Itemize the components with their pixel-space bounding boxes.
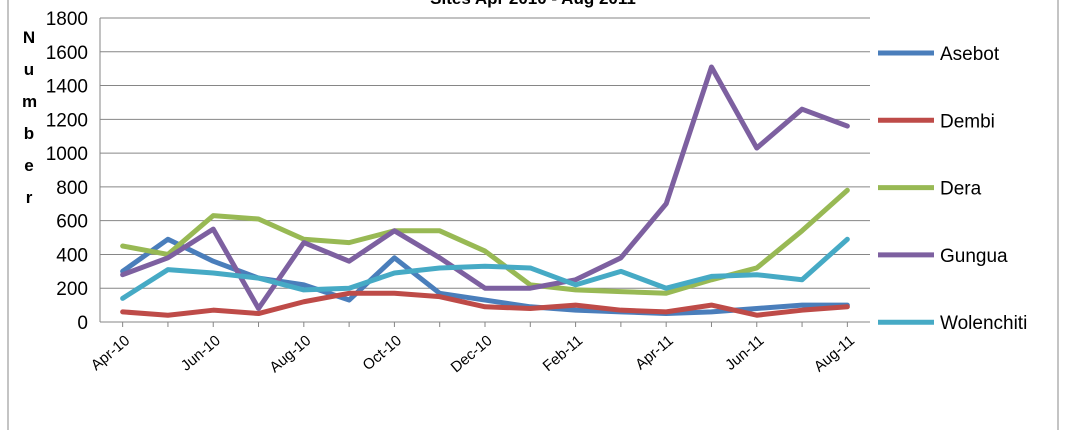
series-line bbox=[120, 290, 850, 318]
x-tick-label: Apr-10 bbox=[88, 332, 133, 374]
legend-label: Gungua bbox=[940, 246, 1008, 267]
y-tick-label: 1200 bbox=[46, 110, 88, 131]
y-tick-label: 200 bbox=[56, 279, 88, 300]
series-line bbox=[120, 64, 850, 311]
x-tick-label: Feb-11 bbox=[540, 332, 586, 375]
x-tick-label: Jun-10 bbox=[178, 332, 224, 375]
x-tick-label: Aug-10 bbox=[266, 332, 314, 376]
y-tick-label: 400 bbox=[56, 245, 88, 266]
legend-label: Asebot bbox=[940, 44, 1000, 65]
x-tick-label: Oct-10 bbox=[360, 332, 405, 374]
y-tick-label: 800 bbox=[56, 178, 88, 199]
chart-frame bbox=[7, 0, 1059, 430]
chart-title: Sites Apr 2010 - Aug 2011 bbox=[430, 0, 636, 8]
y-tick-label: 1400 bbox=[46, 77, 88, 98]
y-tick-label: 1000 bbox=[46, 144, 88, 165]
x-tick-label: Aug-11 bbox=[811, 332, 858, 375]
legend-label: Dembi bbox=[940, 111, 995, 132]
series-line bbox=[120, 236, 850, 301]
y-axis-label: Number bbox=[22, 28, 38, 207]
y-tick-label: 600 bbox=[56, 212, 88, 233]
x-tick-label: Jun-11 bbox=[722, 332, 767, 374]
legend-label: Wolenchiti bbox=[940, 313, 1027, 334]
y-tick-label: 1600 bbox=[46, 43, 88, 64]
legend-label: Dera bbox=[940, 179, 982, 200]
y-tick-label: 0 bbox=[77, 313, 88, 334]
x-tick-label: Apr-11 bbox=[632, 332, 677, 373]
y-tick-label: 1800 bbox=[46, 9, 88, 30]
x-tick-label: Dec-10 bbox=[448, 332, 496, 376]
